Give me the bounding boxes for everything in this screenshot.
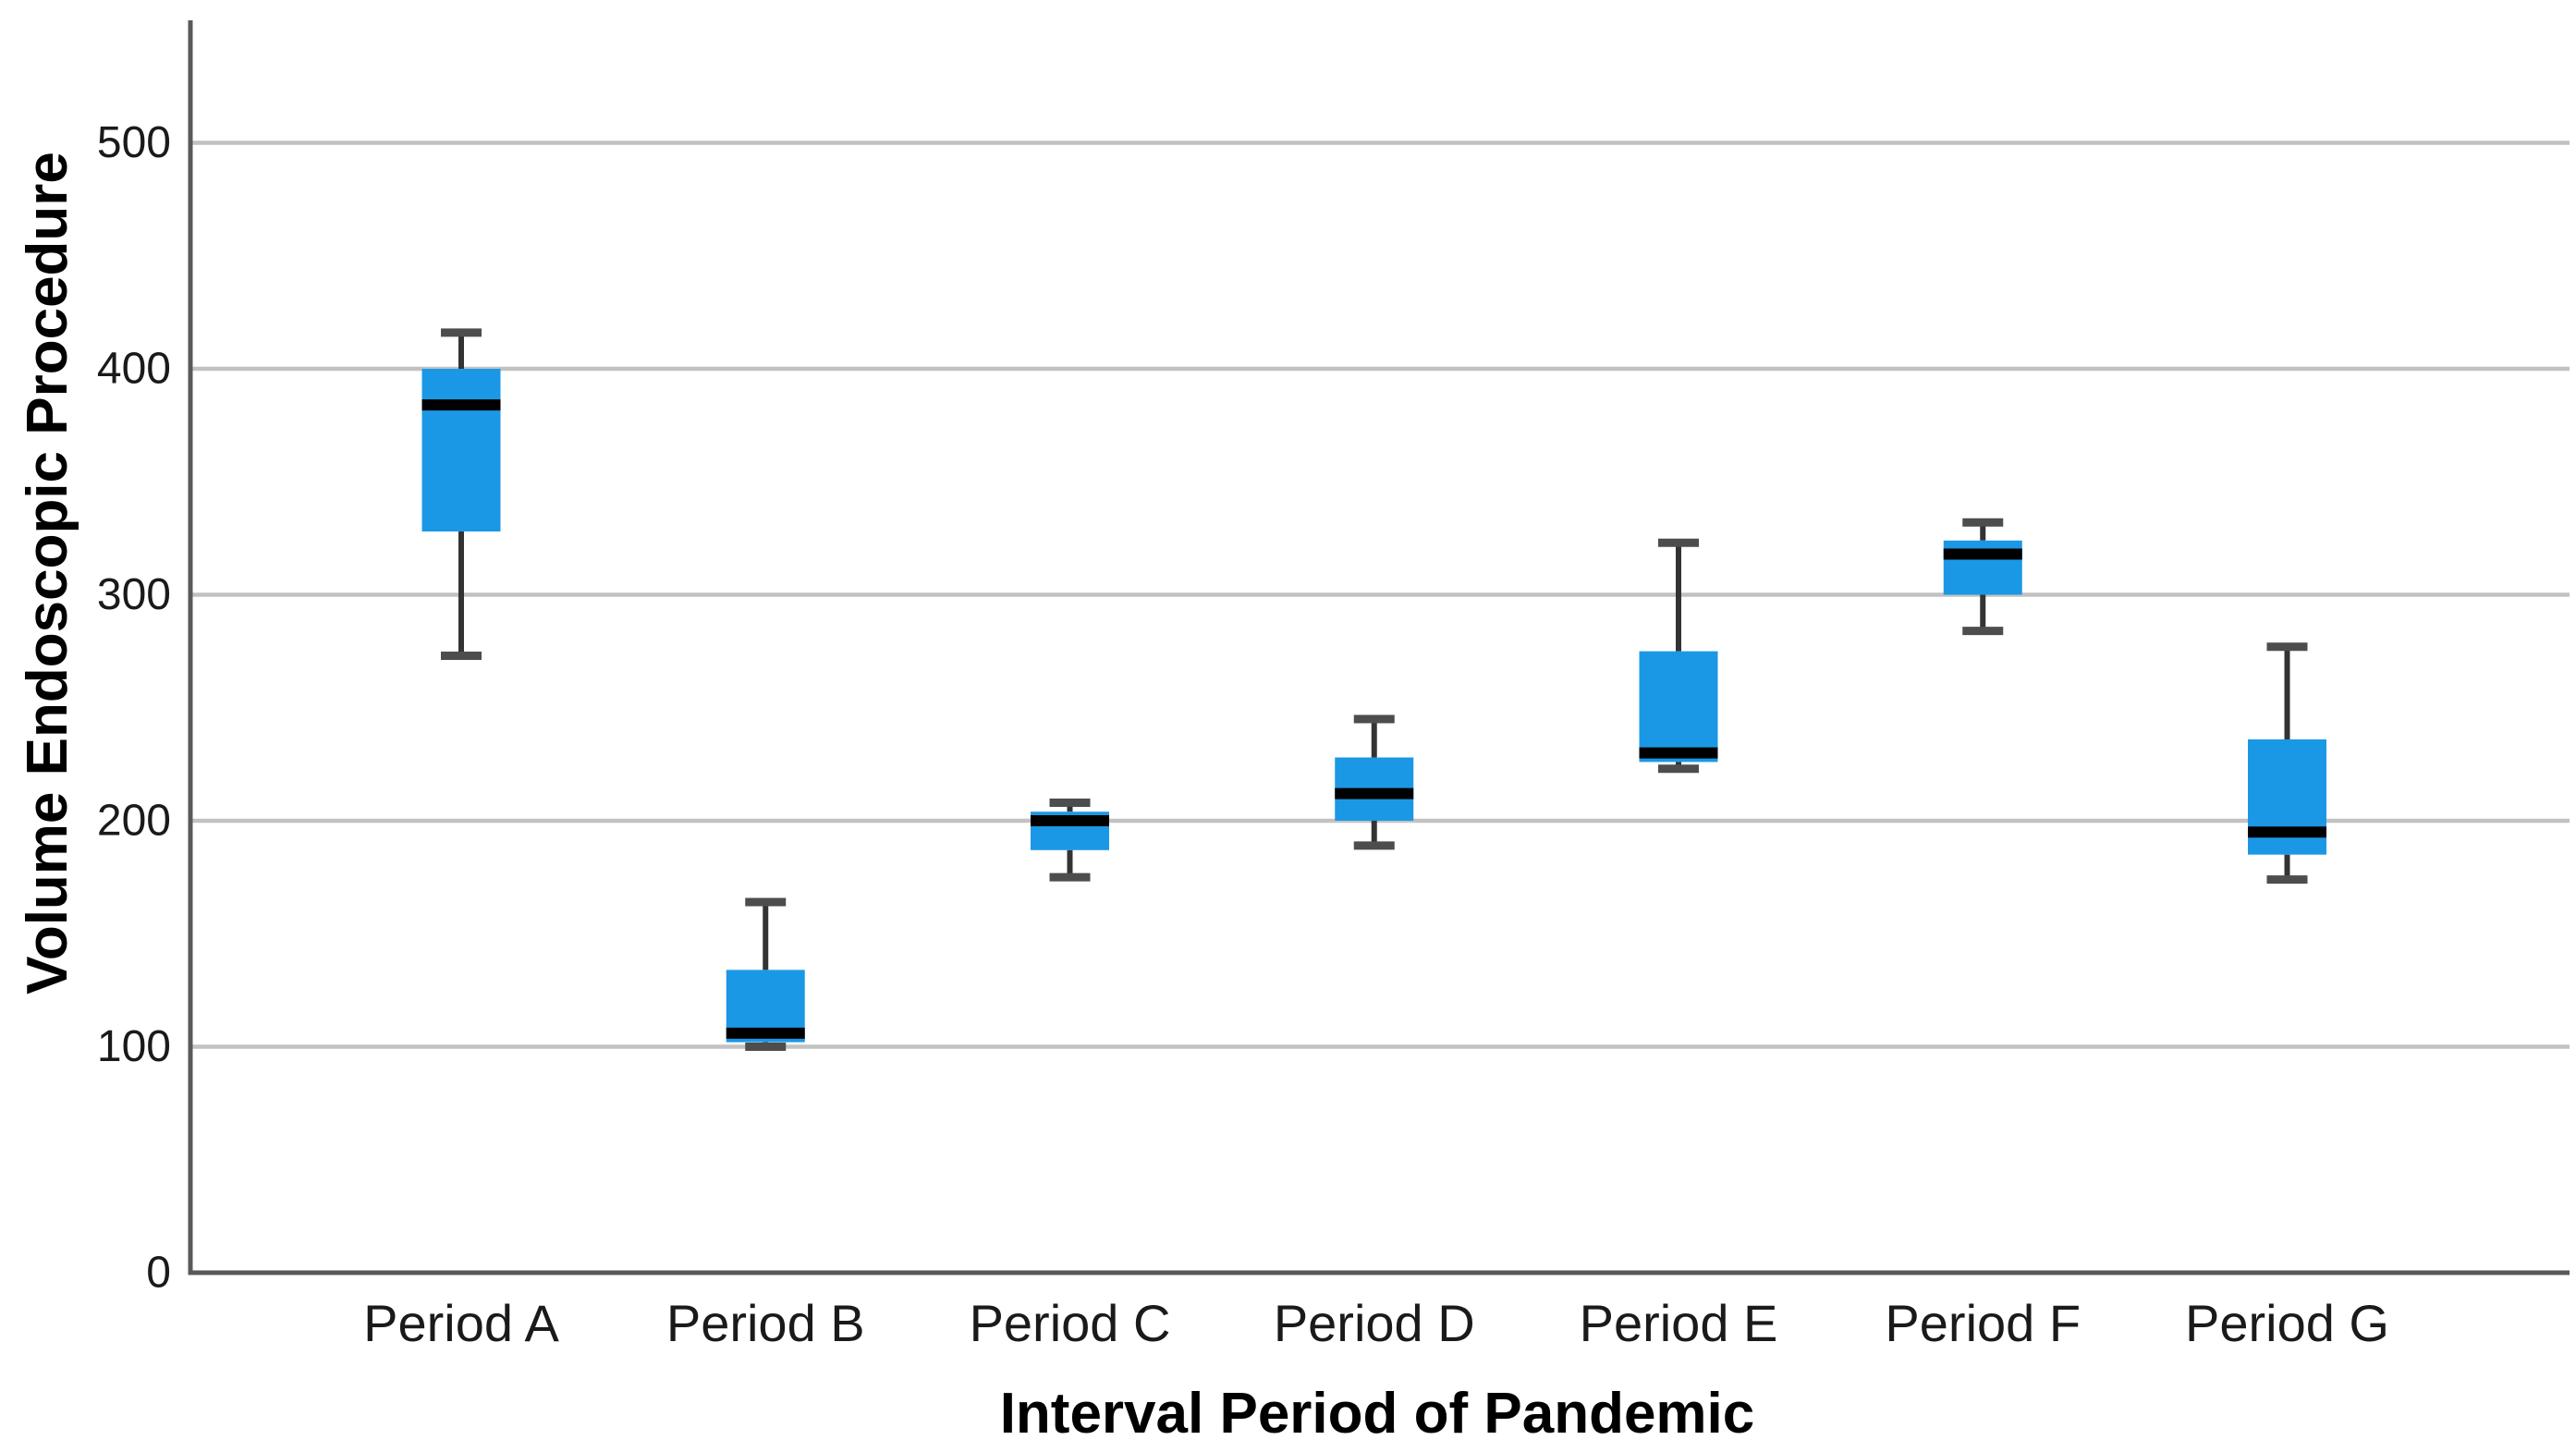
y-tick-label-400: 400 (97, 345, 171, 394)
category-label-2: Period B (666, 1294, 865, 1352)
x-axis-title: Interval Period of Pandemic (1000, 1382, 1755, 1446)
category-label-4: Period D (1274, 1294, 1475, 1352)
boxplot-period-a (421, 328, 501, 661)
gridlines-group (190, 140, 2570, 1049)
iqr-box (1639, 651, 1718, 763)
boxplot-period-g (2248, 642, 2326, 885)
boxplot-period-d (1335, 714, 1414, 850)
y-tick-label-300: 300 (97, 570, 171, 619)
y-tick-label-0: 0 (146, 1249, 171, 1298)
boxplot-period-e (1639, 538, 1718, 774)
y-tick-labels-group: 0 100 200 300 400 500 (97, 118, 171, 1298)
category-label-1: Period A (363, 1294, 559, 1352)
y-tick-label-200: 200 (97, 797, 171, 846)
boxplot-period-c (1031, 798, 1109, 882)
category-label-7: Period G (2185, 1294, 2389, 1352)
iqr-box (421, 369, 501, 532)
category-label-3: Period C (970, 1294, 1171, 1352)
category-labels-group: Period A Period B Period C Period D Period E… (363, 1294, 2389, 1352)
category-label-5: Period E (1580, 1294, 1778, 1352)
category-label-6: Period F (1885, 1294, 2081, 1352)
boxplots-group (421, 328, 2326, 1051)
boxplot-period-b (726, 897, 805, 1051)
y-tick-label-100: 100 (97, 1022, 171, 1071)
y-axis-title: Volume Endoscopic Procedure (16, 152, 79, 994)
boxplot-period-f (1943, 518, 2022, 636)
y-tick-label-500: 500 (97, 118, 171, 167)
